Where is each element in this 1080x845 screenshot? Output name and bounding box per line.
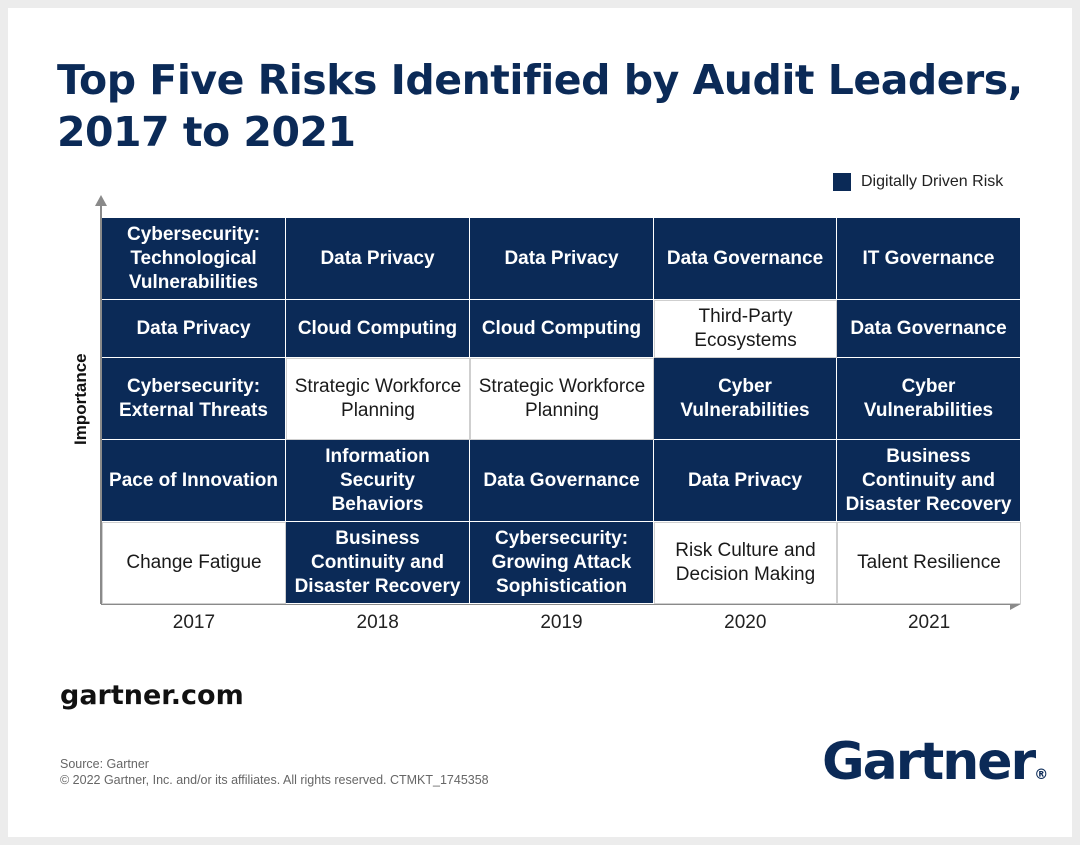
chart-title: Top Five Risks Identified by Audit Leade… <box>57 56 1023 156</box>
risk-cell-2021-rank-5: Talent Resilience <box>837 522 1021 604</box>
x-tick-2017: 2017 <box>172 612 216 633</box>
risk-cell-2021-rank-4: Business Continuity and Disaster Recover… <box>837 440 1021 522</box>
x-axis-ticks: 2017 2018 2019 2020 2021 <box>102 612 1021 634</box>
risk-cell-2020-rank-3: Cyber Vulnerabilities <box>654 358 837 440</box>
x-tick-2018: 2018 <box>356 612 399 633</box>
source-note: Source: Gartner <box>60 757 149 771</box>
risk-cell-2017-rank-3: Cybersecurity: External Threats <box>102 358 286 440</box>
site-url: gartner.com <box>60 680 244 711</box>
risk-grid: Cybersecurity: Technological Vulnerabili… <box>102 218 1021 604</box>
risk-cell-2019-rank-2: Cloud Computing <box>470 300 654 358</box>
risk-cell-2020-rank-1: Data Governance <box>654 218 837 300</box>
risk-cell-2021-rank-1: IT Governance <box>837 218 1021 300</box>
risk-cell-2018-rank-3: Strategic Workforce Planning <box>286 358 470 440</box>
risk-cell-2019-rank-5: Cybersecurity: Growing Attack Sophistica… <box>470 522 654 604</box>
legend: Digitally Driven Risk <box>833 172 1003 192</box>
risk-cell-2017-rank-1: Cybersecurity: Technological Vulnerabili… <box>102 218 286 300</box>
risk-cell-2021-rank-3: Cyber Vulnerabilities <box>837 358 1021 440</box>
risk-cell-2018-rank-2: Cloud Computing <box>286 300 470 358</box>
risk-cell-2019-rank-1: Data Privacy <box>470 218 654 300</box>
risk-cell-2020-rank-2: Third-Party Ecosystems <box>654 300 837 358</box>
risk-cell-2020-rank-5: Risk Culture and Decision Making <box>654 522 837 604</box>
risk-cell-2017-rank-2: Data Privacy <box>102 300 286 358</box>
risk-cell-2018-rank-4: Information Security Behaviors <box>286 440 470 522</box>
x-tick-2019: 2019 <box>540 612 583 633</box>
risk-cell-2018-rank-1: Data Privacy <box>286 218 470 300</box>
x-tick-2021: 2021 <box>907 612 951 633</box>
logo-registered-mark: ® <box>1034 767 1049 783</box>
risk-cell-2020-rank-4: Data Privacy <box>654 440 837 522</box>
risk-cell-2017-rank-5: Change Fatigue <box>102 522 286 604</box>
risk-cell-2019-rank-4: Data Governance <box>470 440 654 522</box>
legend-label: Digitally Driven Risk <box>861 173 1004 190</box>
gartner-logo: Gartner® <box>822 732 1048 792</box>
copyright-note: © 2022 Gartner, Inc. and/or its affiliat… <box>60 773 489 787</box>
risk-cell-2018-rank-5: Business Continuity and Disaster Recover… <box>286 522 470 604</box>
risk-cell-2019-rank-3: Strategic Workforce Planning <box>470 358 654 440</box>
x-tick-2020: 2020 <box>724 612 767 633</box>
legend-swatch <box>833 173 851 191</box>
logo-text: Gartner <box>822 732 1036 792</box>
risk-cell-2021-rank-2: Data Governance <box>837 300 1021 358</box>
risk-cell-2017-rank-4: Pace of Innovation <box>102 440 286 522</box>
y-axis-label: Importance <box>71 353 90 445</box>
